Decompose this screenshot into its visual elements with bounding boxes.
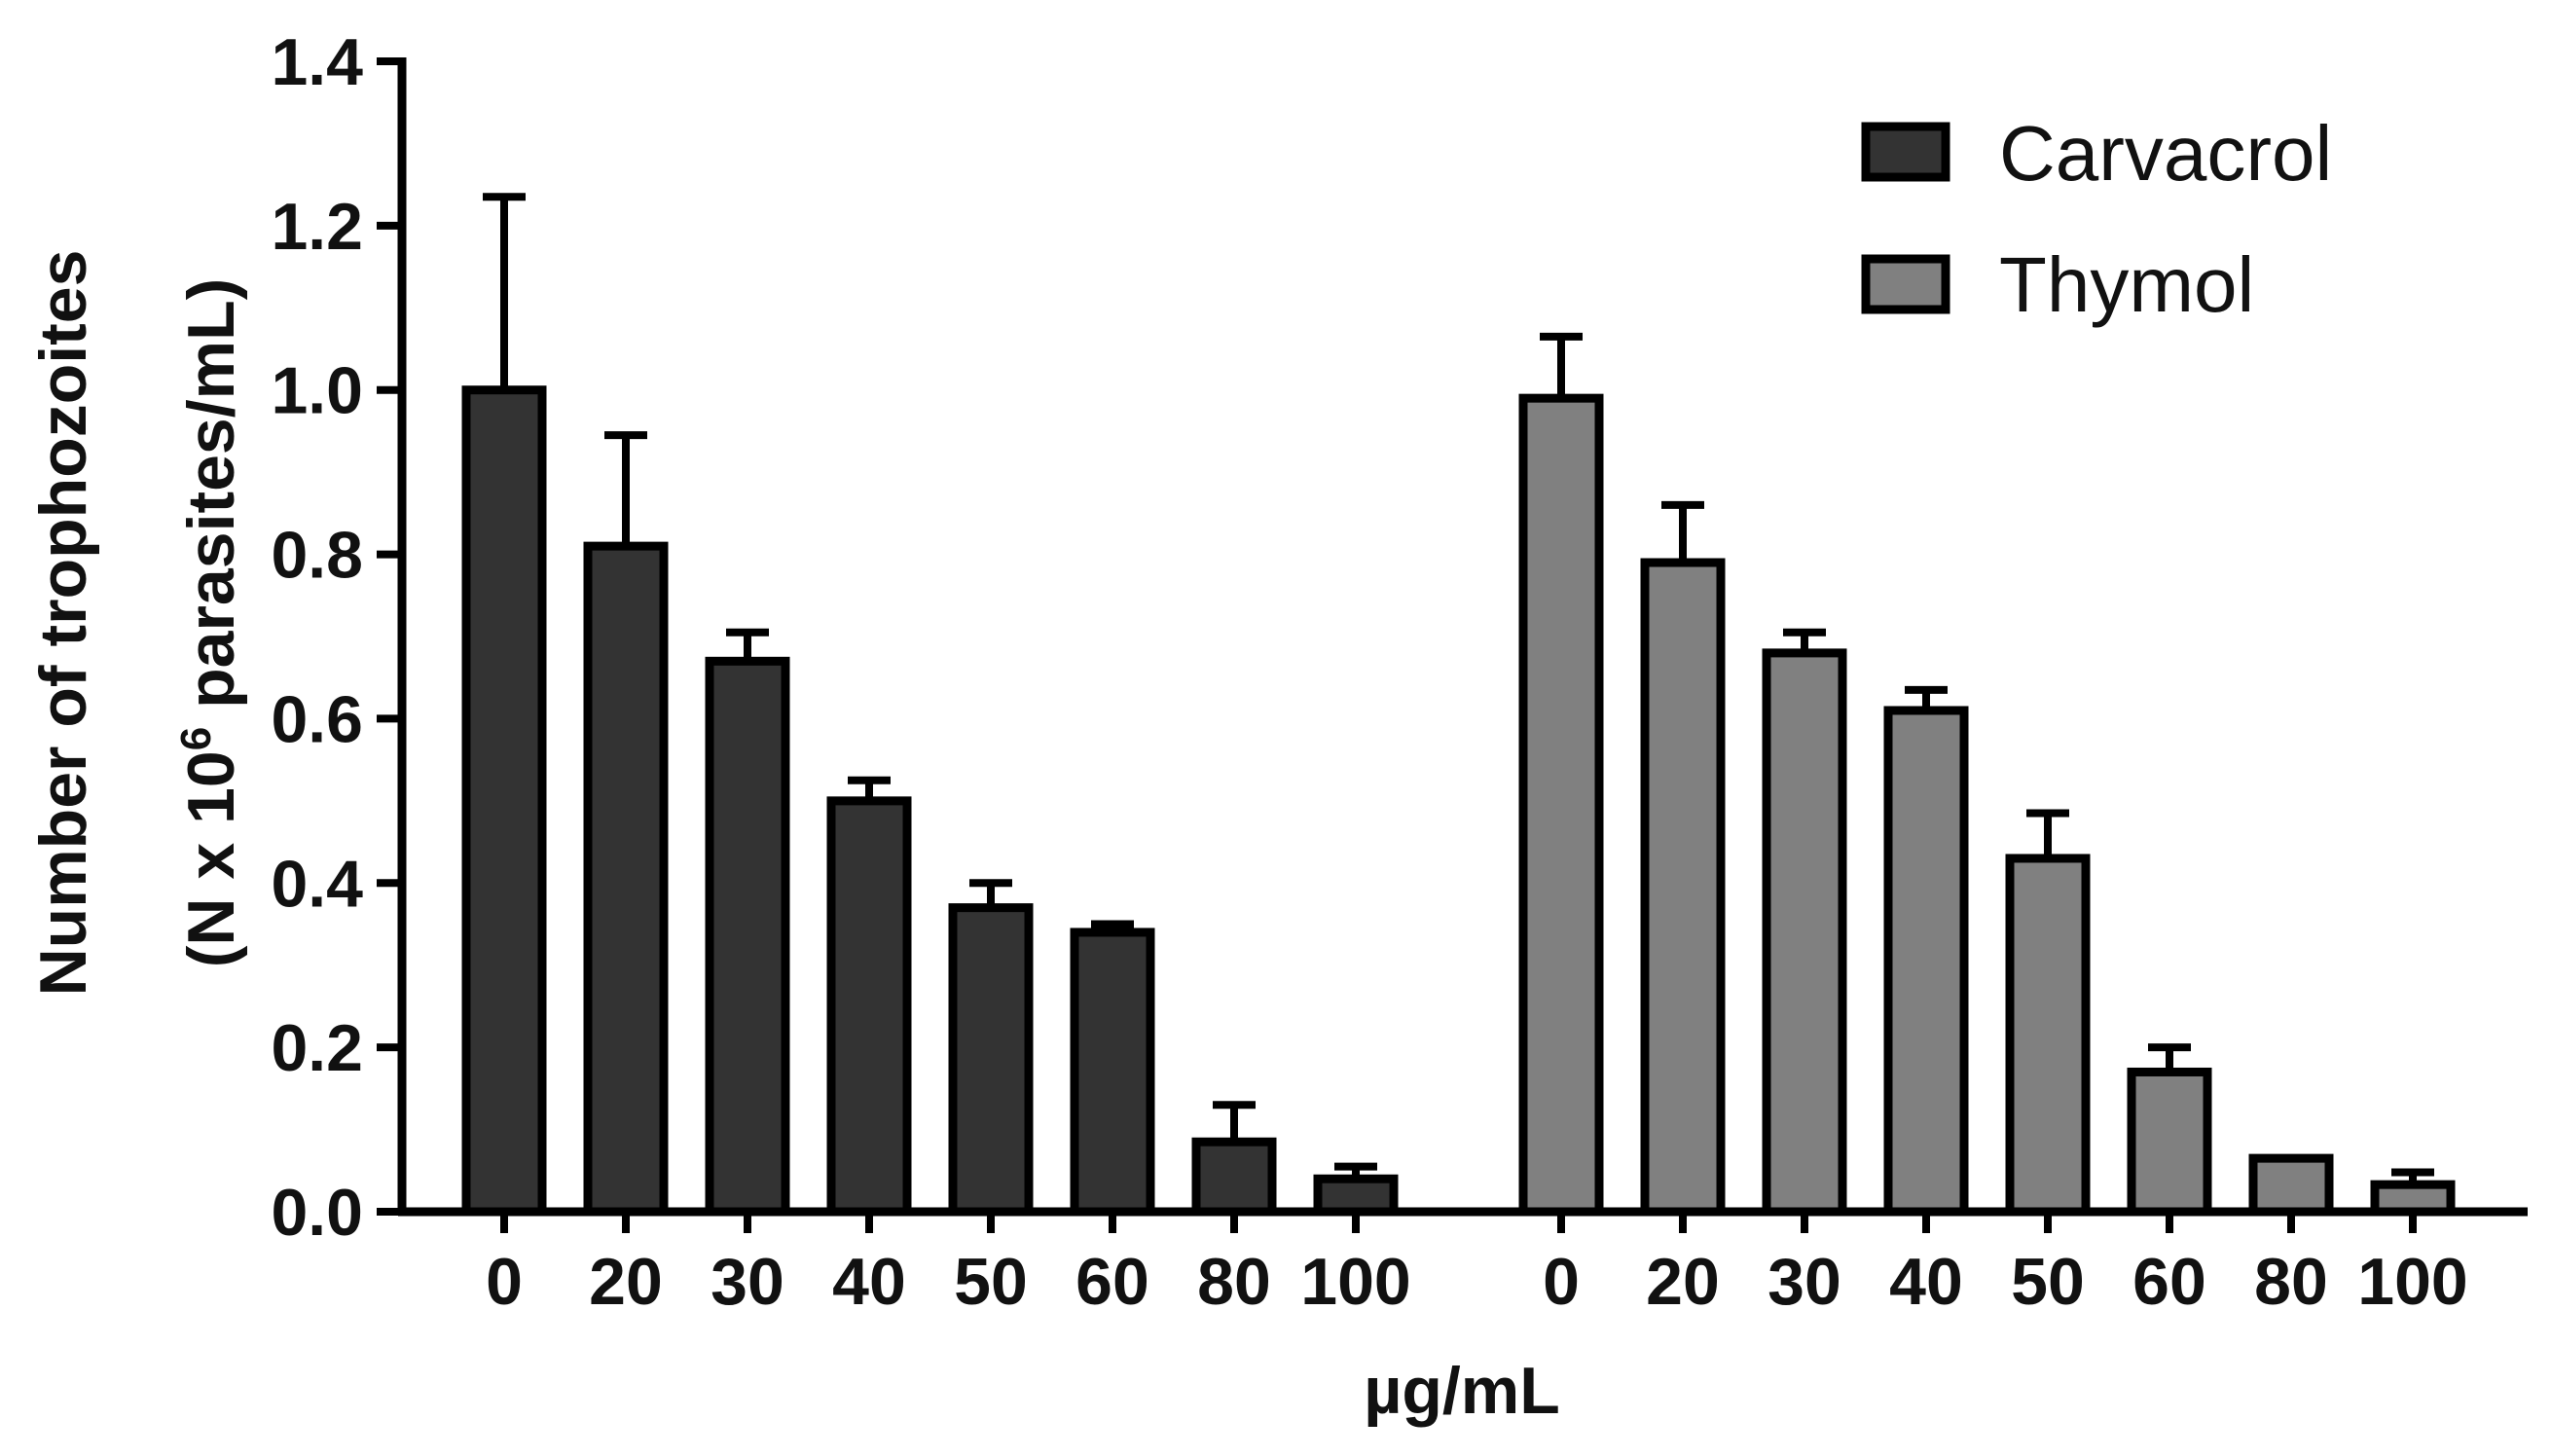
bar-carvacrol-50 (948, 903, 1034, 1217)
y-axis-title-line2: (N x 106 parasites/mL) (172, 278, 249, 968)
y-axis-title-exponent: 6 (172, 727, 220, 750)
legend-label-carvacrol: Carvacrol (1999, 110, 2332, 197)
bar-thymol-60 (2127, 1067, 2212, 1217)
y-tick-label-1.2: 1.2 (271, 190, 363, 264)
x-tick-label-carvacrol-40: 40 (832, 1245, 906, 1319)
bars-layer (461, 193, 2456, 1217)
x-tick-label-carvacrol-50: 50 (954, 1245, 1028, 1319)
y-axis-title-suffix: parasites/mL) (174, 278, 248, 727)
x-tick-label-thymol-20: 20 (1646, 1245, 1720, 1319)
x-tick-label-thymol-80: 80 (2254, 1245, 2328, 1319)
bar-carvacrol-30 (705, 656, 790, 1217)
x-tick-label-thymol-40: 40 (1889, 1245, 1963, 1319)
legend-swatch-carvacrol (1861, 122, 1950, 182)
y-tick-label-0.4: 0.4 (271, 847, 363, 921)
legend-label-thymol: Thymol (1999, 241, 2254, 328)
x-tick-label-carvacrol-30: 30 (711, 1245, 784, 1319)
bar-thymol-20 (1640, 558, 1726, 1217)
legend-swatch-thymol (1861, 254, 1950, 314)
y-tick-label-0.8: 0.8 (271, 519, 363, 593)
bar-carvacrol-0 (461, 385, 547, 1217)
y-tick-label-1.4: 1.4 (271, 25, 363, 99)
bar-carvacrol-60 (1070, 928, 1155, 1217)
axes-layer: 0 20 30 40 50 60 80 100 0 20 30 40 50 60 80 100 0.0 0.2 0.… (271, 25, 2528, 1319)
x-axis-title: µg/mL (1364, 1354, 1560, 1428)
y-tick-label-0.6: 0.6 (271, 682, 363, 756)
x-tick-label-carvacrol-80: 80 (1197, 1245, 1271, 1319)
x-tick-label-carvacrol-0: 0 (486, 1245, 523, 1319)
bar-carvacrol-40 (826, 796, 912, 1217)
bar-thymol-30 (1762, 648, 1847, 1217)
legend: Carvacrol Thymol (1861, 110, 2332, 328)
bar-thymol-100 (2370, 1180, 2456, 1217)
y-tick-label-0.2: 0.2 (271, 1011, 363, 1085)
x-tick-label-thymol-50: 50 (2011, 1245, 2085, 1319)
y-axis-title-line1: Number of trophozoites (26, 250, 100, 997)
bar-thymol-80 (2248, 1153, 2334, 1217)
y-tick-label-0.0: 0.0 (271, 1176, 363, 1250)
x-tick-label-thymol-60: 60 (2132, 1245, 2206, 1319)
y-axis-title-prefix: (N x 10 (174, 750, 248, 967)
bar-carvacrol-20 (583, 541, 669, 1217)
bar-carvacrol-80 (1191, 1137, 1277, 1217)
bar-thymol-50 (2005, 854, 2091, 1217)
x-tick-label-thymol-0: 0 (1543, 1245, 1580, 1319)
x-tick-label-thymol-30: 30 (1767, 1245, 1841, 1319)
bar-thymol-40 (1883, 706, 1969, 1217)
x-tick-label-carvacrol-20: 20 (589, 1245, 663, 1319)
x-tick-label-carvacrol-100: 100 (1300, 1245, 1410, 1319)
y-tick-label-1.0: 1.0 (271, 354, 363, 428)
x-tick-label-carvacrol-60: 60 (1075, 1245, 1149, 1319)
bar-carvacrol-100 (1313, 1174, 1399, 1217)
bar-thymol-0 (1518, 393, 1604, 1217)
x-tick-label-thymol-100: 100 (2357, 1245, 2467, 1319)
